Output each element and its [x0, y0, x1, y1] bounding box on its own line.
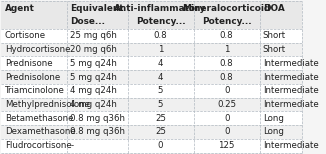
Text: 4 mg q24h: 4 mg q24h: [70, 86, 117, 95]
FancyBboxPatch shape: [1, 29, 302, 43]
Text: Short: Short: [263, 31, 286, 40]
Text: Dexamethasone: Dexamethasone: [5, 128, 76, 136]
FancyBboxPatch shape: [1, 1, 302, 29]
Text: 0.8: 0.8: [220, 31, 233, 40]
Text: 0.8: 0.8: [154, 31, 167, 40]
Text: DOA: DOA: [263, 4, 284, 13]
FancyBboxPatch shape: [1, 111, 302, 125]
FancyBboxPatch shape: [1, 56, 302, 70]
Text: 25: 25: [155, 114, 166, 123]
Text: Potency...: Potency...: [202, 17, 251, 26]
FancyBboxPatch shape: [1, 139, 302, 153]
Text: Betamethasone: Betamethasone: [5, 114, 73, 123]
Text: 5 mg q24h: 5 mg q24h: [70, 73, 117, 81]
Text: 4 mg q24h: 4 mg q24h: [70, 100, 117, 109]
Text: 0: 0: [158, 141, 163, 150]
Text: 25 mg q6h: 25 mg q6h: [70, 31, 117, 40]
Text: Long: Long: [263, 128, 284, 136]
Text: 5: 5: [158, 100, 163, 109]
Text: 0.8: 0.8: [220, 73, 233, 81]
Text: -: -: [70, 141, 74, 150]
FancyBboxPatch shape: [1, 98, 302, 111]
Text: 0: 0: [224, 86, 230, 95]
Text: 0.8 mg q36h: 0.8 mg q36h: [70, 128, 126, 136]
FancyBboxPatch shape: [1, 125, 302, 139]
FancyBboxPatch shape: [1, 70, 302, 84]
Text: Prednisone: Prednisone: [5, 59, 52, 68]
Text: 0.8 mg q36h: 0.8 mg q36h: [70, 114, 126, 123]
Text: Short: Short: [263, 45, 286, 54]
Text: Agent: Agent: [5, 4, 35, 13]
Text: Potency...: Potency...: [136, 17, 185, 26]
Text: Intermediate: Intermediate: [263, 86, 319, 95]
Text: Cortisone: Cortisone: [5, 31, 46, 40]
Text: Fludrocortisone: Fludrocortisone: [5, 141, 72, 150]
Text: Intermediate: Intermediate: [263, 141, 319, 150]
Text: Anti-inflammatory: Anti-inflammatory: [114, 4, 207, 13]
Text: Equivalent: Equivalent: [70, 4, 124, 13]
Text: Long: Long: [263, 114, 284, 123]
Text: Intermediate: Intermediate: [263, 100, 319, 109]
Text: Intermediate: Intermediate: [263, 73, 319, 81]
Text: 0: 0: [224, 114, 230, 123]
Text: Methylprednisolone: Methylprednisolone: [5, 100, 90, 109]
Text: 0: 0: [224, 128, 230, 136]
Text: 4: 4: [158, 59, 163, 68]
Text: 5 mg q24h: 5 mg q24h: [70, 59, 117, 68]
Text: 1: 1: [158, 45, 163, 54]
FancyBboxPatch shape: [1, 43, 302, 56]
Text: Intermediate: Intermediate: [263, 59, 319, 68]
Text: 20 mg q6h: 20 mg q6h: [70, 45, 117, 54]
Text: Mineralocorticoid: Mineralocorticoid: [183, 4, 271, 13]
FancyBboxPatch shape: [1, 84, 302, 98]
Text: 1: 1: [224, 45, 230, 54]
Text: Prednisolone: Prednisolone: [5, 73, 60, 81]
Text: Hydrocortisone: Hydrocortisone: [5, 45, 70, 54]
Text: 4: 4: [158, 73, 163, 81]
Text: 25: 25: [155, 128, 166, 136]
Text: 0.25: 0.25: [217, 100, 236, 109]
Text: 125: 125: [218, 141, 235, 150]
Text: Dose...: Dose...: [70, 17, 106, 26]
Text: 0.8: 0.8: [220, 59, 233, 68]
Text: 5: 5: [158, 86, 163, 95]
Text: Triamcinolone: Triamcinolone: [5, 86, 65, 95]
